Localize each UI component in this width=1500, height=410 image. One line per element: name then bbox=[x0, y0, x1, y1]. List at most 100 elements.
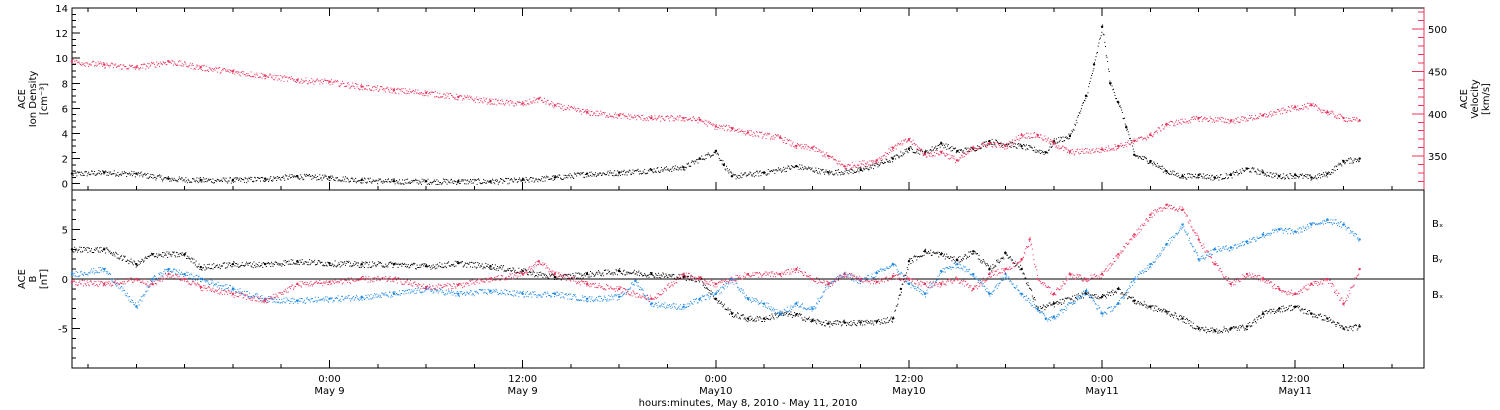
ion-density-sample bbox=[135, 172, 137, 174]
velocity-sample bbox=[595, 110, 597, 112]
velocity-sample bbox=[72, 59, 74, 61]
bx-sample bbox=[530, 274, 532, 276]
velocity-sample bbox=[584, 111, 586, 113]
bx-sample bbox=[863, 320, 865, 322]
bx-sample bbox=[887, 321, 889, 323]
velocity-sample bbox=[906, 141, 908, 143]
velocity-sample bbox=[910, 141, 912, 143]
ion-density-sample bbox=[889, 161, 891, 163]
velocity-sample bbox=[390, 88, 392, 90]
ion-density-sample bbox=[222, 177, 224, 179]
bx-sample bbox=[549, 273, 551, 275]
bx-sample bbox=[221, 265, 223, 267]
ion-density-sample bbox=[709, 154, 711, 156]
ion-density-sample bbox=[588, 175, 590, 177]
bx-sample bbox=[513, 268, 515, 270]
ion-density-sample bbox=[592, 173, 594, 175]
bx-sample bbox=[429, 266, 431, 268]
bx-sample bbox=[225, 267, 227, 269]
bx-sample bbox=[81, 251, 83, 253]
velocity-sample bbox=[746, 133, 748, 135]
velocity-sample bbox=[1355, 119, 1357, 121]
bx-sample bbox=[688, 279, 690, 281]
bx-sample bbox=[449, 265, 451, 267]
ion-density-sample bbox=[202, 179, 204, 181]
velocity-sample bbox=[958, 159, 960, 161]
bx-sample bbox=[338, 262, 340, 264]
velocity-sample bbox=[718, 126, 720, 128]
velocity-sample bbox=[611, 116, 613, 118]
bx-sample bbox=[229, 262, 231, 264]
ion-density-sample bbox=[1107, 68, 1109, 70]
ion-density-sample bbox=[1295, 175, 1297, 177]
ion-density-sample bbox=[310, 175, 312, 177]
velocity-sample bbox=[1310, 103, 1312, 105]
velocity-sample bbox=[306, 83, 308, 85]
velocity-sample bbox=[1072, 151, 1074, 153]
bx-sample bbox=[213, 266, 215, 268]
velocity-sample bbox=[789, 144, 791, 146]
velocity-sample bbox=[1001, 147, 1003, 149]
bx-sample bbox=[551, 274, 553, 276]
ion-density-sample bbox=[1009, 142, 1011, 144]
ion-density-sample bbox=[127, 173, 129, 175]
ion-density-sample bbox=[179, 177, 181, 179]
ion-density-sample bbox=[604, 174, 606, 176]
ion-density-sample bbox=[268, 179, 270, 181]
ion-density-sample bbox=[1340, 164, 1342, 166]
bx-sample bbox=[789, 314, 791, 316]
ion-density-sample bbox=[1314, 175, 1316, 177]
ion-density-sample bbox=[527, 179, 529, 181]
ion-density-sample bbox=[1170, 170, 1172, 172]
ion-density-sample bbox=[685, 166, 687, 168]
velocity-sample bbox=[507, 102, 509, 104]
ion-density-sample bbox=[325, 175, 327, 177]
velocity-sample bbox=[807, 146, 809, 148]
velocity-sample bbox=[860, 162, 862, 164]
velocity-sample bbox=[1316, 105, 1318, 107]
velocity-sample bbox=[538, 97, 540, 99]
ion-density-sample bbox=[861, 170, 863, 172]
bx-sample bbox=[458, 262, 460, 264]
bx-sample bbox=[816, 323, 818, 325]
bx-point bbox=[70, 248, 74, 251]
velocity-sample bbox=[917, 145, 918, 147]
velocity-sample bbox=[1014, 139, 1016, 141]
velocity-sample bbox=[963, 156, 965, 158]
bx-sample bbox=[143, 260, 145, 262]
ion-density-sample bbox=[554, 179, 556, 181]
velocity-sample bbox=[1137, 140, 1139, 142]
ion-density-sample bbox=[773, 169, 775, 171]
velocity-sample bbox=[825, 153, 827, 155]
ion-density-sample bbox=[813, 171, 815, 173]
bx-sample bbox=[76, 249, 78, 251]
velocity-sample bbox=[1083, 148, 1085, 150]
bx-sample bbox=[663, 276, 665, 278]
velocity-sample bbox=[209, 67, 211, 69]
velocity-sample bbox=[818, 150, 820, 152]
velocity-sample bbox=[1346, 120, 1348, 122]
velocity-sample bbox=[1020, 133, 1022, 135]
velocity-sample bbox=[392, 88, 394, 90]
velocity-sample bbox=[941, 150, 943, 152]
ion-density-sample bbox=[1158, 165, 1160, 167]
bx-sample bbox=[736, 316, 738, 318]
ion-density-sample bbox=[385, 180, 387, 182]
ion-density-sample bbox=[238, 179, 240, 181]
velocity-sample bbox=[1197, 119, 1199, 121]
velocity-sample bbox=[982, 142, 984, 144]
velocity-sample bbox=[738, 128, 740, 130]
bx-sample bbox=[704, 287, 706, 289]
bx-sample bbox=[883, 318, 885, 320]
ion-density-sample bbox=[1192, 175, 1194, 177]
ion-density-sample bbox=[543, 176, 545, 178]
velocity-sample bbox=[632, 116, 634, 118]
velocity-sample bbox=[281, 75, 283, 77]
velocity-sample bbox=[606, 115, 608, 117]
velocity-sample bbox=[1340, 114, 1342, 116]
ion-density-sample bbox=[1104, 41, 1106, 43]
ion-density-sample bbox=[408, 182, 410, 184]
velocity-sample bbox=[1296, 109, 1298, 111]
velocity-sample bbox=[783, 139, 785, 141]
bx-sample bbox=[148, 256, 150, 258]
